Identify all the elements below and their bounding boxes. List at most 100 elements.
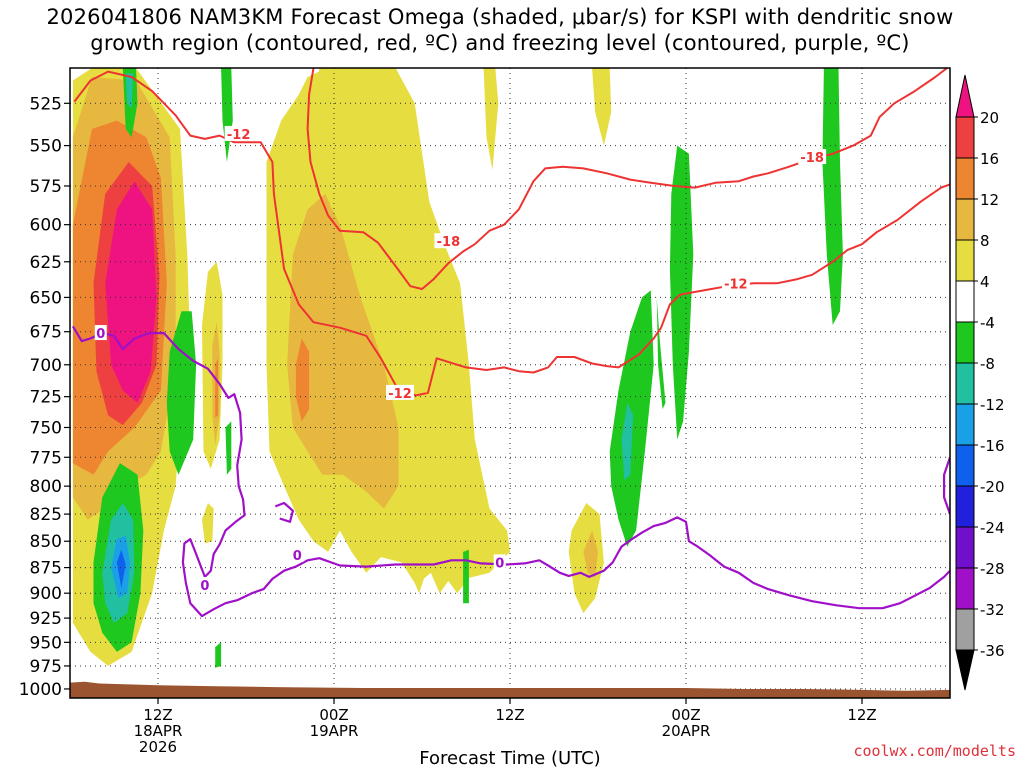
- y-tick-label-525: 525: [30, 94, 62, 114]
- omega-region-21: [295, 338, 310, 422]
- colorbar-label-13: -36: [980, 642, 1005, 660]
- colorbar-segment-5: [955, 321, 975, 364]
- freezing-contour-0: [71, 325, 950, 618]
- omega-region-32: [669, 145, 694, 440]
- y-tick-label-900: 900: [30, 584, 62, 604]
- colorbar-segment-6: [955, 362, 975, 405]
- colorbar-label-12: -32: [980, 601, 1005, 619]
- x-tick-label-12-0: 12Z: [143, 706, 172, 724]
- contour-label-7: 0: [293, 549, 302, 564]
- omega-region-25: [463, 549, 469, 604]
- contour-label-1: -18: [437, 235, 461, 250]
- colorbar-segment-1: [955, 157, 975, 200]
- colorbar-label-10: -24: [980, 519, 1005, 537]
- y-tick-label-850: 850: [30, 532, 62, 552]
- omega-region-4: [105, 181, 157, 403]
- colorbar-segment-3: [955, 239, 975, 282]
- omega-region-20: [287, 193, 399, 509]
- contour-label-5: 0: [96, 327, 105, 342]
- contour-label-2: -12: [388, 387, 412, 402]
- omega-region-10: [125, 73, 134, 109]
- colorbar-segment-9: [955, 485, 975, 528]
- colorbar-arrow-bottom: [955, 649, 975, 691]
- y-tick-label-750: 750: [30, 418, 62, 438]
- colorbar-label-11: -28: [980, 560, 1005, 578]
- colorbar-segment-2: [955, 198, 975, 241]
- x-tick-label-60-0: 12Z: [847, 706, 876, 724]
- title-line-2: growth region (contoured, red, ºC) and f…: [90, 31, 910, 55]
- omega-region-31: [656, 297, 666, 410]
- contour-label-6: 0: [200, 579, 209, 594]
- omega-region-28: [592, 68, 612, 146]
- y-tick-label-625: 625: [30, 253, 62, 273]
- x-tick-label-48-1: 20APR: [662, 722, 711, 740]
- y-tick-label-675: 675: [30, 323, 62, 343]
- omega-region-17: [202, 503, 214, 544]
- omega-region-14: [215, 358, 219, 418]
- omega-region-18: [215, 642, 222, 668]
- colorbar-label-1: 16: [980, 150, 999, 168]
- colorbar-segment-12: [955, 608, 975, 651]
- colorbar-label-3: 8: [980, 232, 990, 250]
- y-tick-label-775: 775: [30, 448, 62, 468]
- credit-text: coolwx.com/modelts: [853, 742, 1016, 760]
- x-tick-label-48-0: 00Z: [671, 706, 700, 724]
- chart-title: 2026041806 NAM3KM Forecast Omega (shaded…: [0, 4, 1000, 56]
- colorbar-segment-8: [955, 444, 975, 487]
- contour-label-0: -12: [227, 128, 251, 143]
- omega-region-33: [822, 68, 843, 325]
- y-tick-label-825: 825: [30, 505, 62, 525]
- y-tick-label-1000: 1000: [19, 680, 62, 700]
- x-tick-label-12-1: 18APR: [134, 722, 183, 740]
- y-tick-label-725: 725: [30, 388, 62, 408]
- colorbar-label-9: -20: [980, 478, 1005, 496]
- omega-region-27: [583, 530, 598, 578]
- contour-label-4: -18: [800, 151, 824, 166]
- omega-region-16: [225, 421, 232, 475]
- y-tick-label-650: 650: [30, 288, 62, 308]
- colorbar-arrow-top: [955, 74, 975, 118]
- omega-region-11: [166, 311, 197, 475]
- colorbar-segment-0: [955, 116, 975, 159]
- freezing-contour-1: [274, 501, 294, 523]
- colorbar-label-8: -16: [980, 437, 1005, 455]
- colorbar-segment-7: [955, 403, 975, 446]
- y-tick-label-600: 600: [30, 216, 62, 236]
- colorbar-segment-4: [955, 280, 975, 323]
- x-axis-title: Forecast Time (UTC): [419, 748, 600, 768]
- y-tick-label-800: 800: [30, 477, 62, 497]
- y-tick-label-575: 575: [30, 177, 62, 197]
- contour-label-8: 0: [495, 556, 504, 571]
- colorbar-segment-10: [955, 526, 975, 569]
- y-tick-label-875: 875: [30, 559, 62, 579]
- x-tick-label-12-2: 2026: [139, 738, 177, 756]
- colorbar-label-7: -12: [980, 396, 1005, 414]
- y-tick-label-550: 550: [30, 137, 62, 157]
- omega-region-24: [483, 68, 499, 170]
- omega-region-30: [621, 402, 634, 481]
- omega-region-22: [316, 68, 343, 210]
- colorbar-label-5: -4: [980, 314, 995, 332]
- x-tick-label-24-0: 00Z: [319, 706, 348, 724]
- omega-region-8: [116, 549, 126, 589]
- contour-label-3: -12: [724, 277, 748, 292]
- ground-surface: [70, 681, 950, 698]
- colorbar-label-4: 4: [980, 273, 990, 291]
- x-tick-label-24-1: 19APR: [310, 722, 359, 740]
- x-tick-label-36-0: 12Z: [495, 706, 524, 724]
- y-tick-label-950: 950: [30, 633, 62, 653]
- colorbar-label-2: 12: [980, 191, 999, 209]
- omega-region-23: [410, 521, 434, 594]
- dgz-contour-minus18-1: [306, 68, 948, 290]
- y-tick-label-925: 925: [30, 609, 62, 629]
- colorbar: 20 16 12 8 4 -4 -8 -12 -16 -20 -24 -28 -32 -36: [955, 74, 1005, 691]
- y-tick-label-700: 700: [30, 356, 62, 376]
- plot-area: -12 -18 -12 -12 -18 0 0 0 0: [70, 68, 950, 698]
- colorbar-label-6: -8: [980, 355, 995, 373]
- colorbar-segment-11: [955, 567, 975, 610]
- title-line-1: 2026041806 NAM3KM Forecast Omega (shaded…: [46, 5, 954, 29]
- y-tick-label-975: 975: [30, 657, 62, 677]
- freezing-contour-2: [942, 456, 950, 515]
- colorbar-label-0: 20: [980, 109, 999, 127]
